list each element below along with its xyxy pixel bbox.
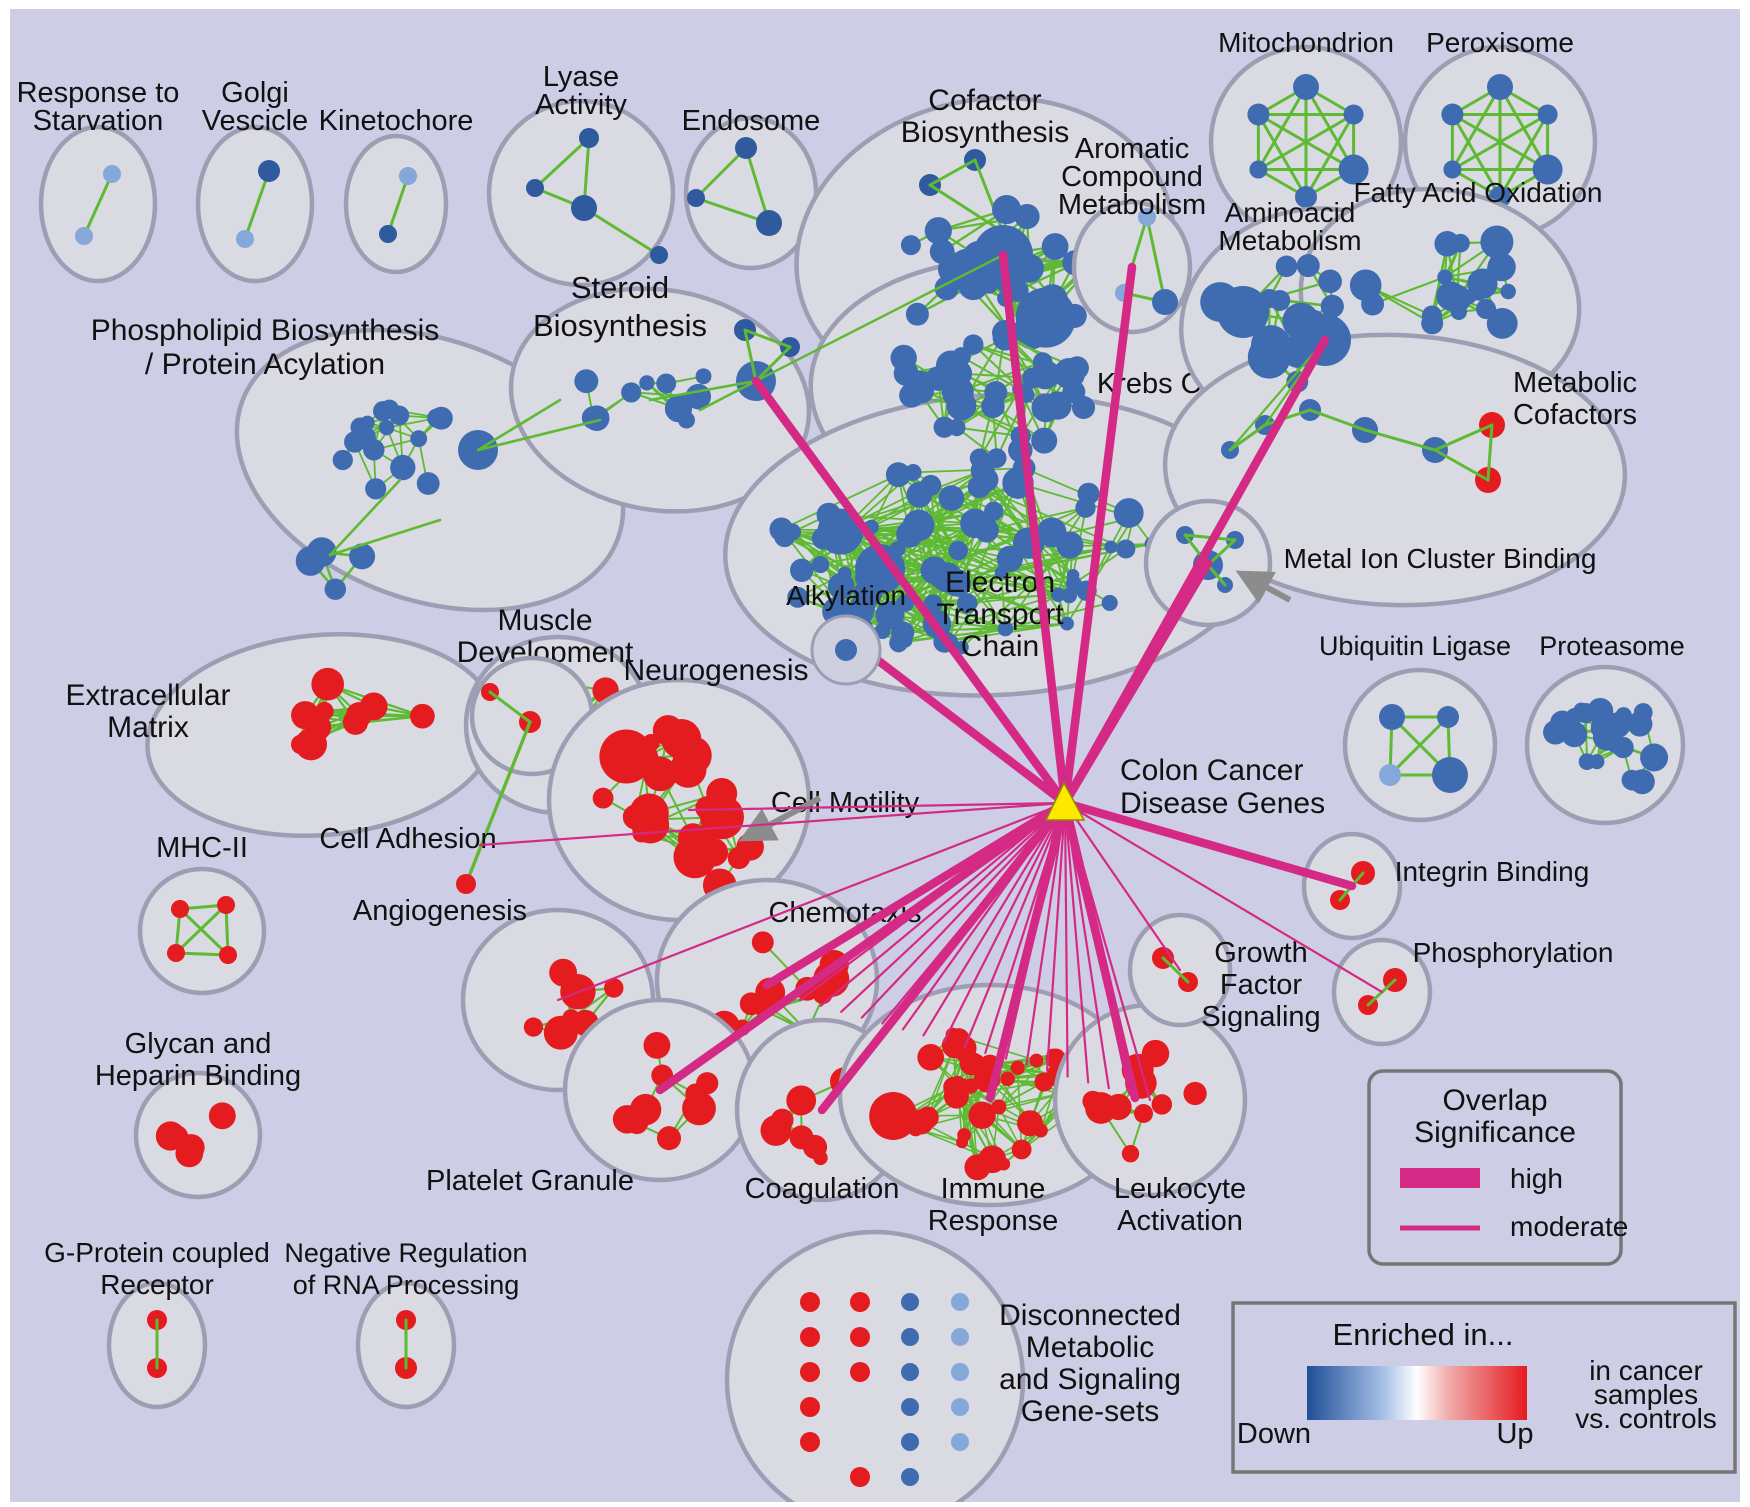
svg-text:Significance: Significance — [1414, 1116, 1576, 1149]
svg-text:Down: Down — [1237, 1418, 1311, 1450]
svg-text:Growth: Growth — [1214, 937, 1307, 969]
svg-text:Peroxisome: Peroxisome — [1426, 27, 1574, 58]
svg-text:Aminoacid: Aminoacid — [1225, 197, 1356, 228]
svg-text:Integrin Binding: Integrin Binding — [1395, 856, 1590, 887]
svg-text:Response: Response — [928, 1205, 1059, 1237]
svg-text:Enriched in...: Enriched in... — [1333, 1317, 1514, 1352]
svg-text:Glycan and: Glycan and — [125, 1028, 272, 1060]
svg-text:Disconnected: Disconnected — [999, 1299, 1181, 1332]
svg-text:Alkylation: Alkylation — [786, 580, 906, 611]
svg-text:Phosphorylation: Phosphorylation — [1413, 937, 1614, 968]
svg-text:Colon Cancer: Colon Cancer — [1120, 754, 1303, 787]
svg-text:G-Protein coupled: G-Protein coupled — [44, 1237, 270, 1268]
svg-text:Up: Up — [1496, 1418, 1533, 1450]
svg-text:Matrix: Matrix — [107, 711, 189, 744]
svg-text:Ubiquitin Ligase: Ubiquitin Ligase — [1319, 631, 1511, 661]
svg-text:Cofactor: Cofactor — [928, 84, 1041, 117]
svg-text:Metabolism: Metabolism — [1218, 225, 1361, 256]
svg-text:Coagulation: Coagulation — [745, 1173, 900, 1205]
svg-text:Gene-sets: Gene-sets — [1021, 1395, 1159, 1428]
svg-text:Metabolic: Metabolic — [1026, 1331, 1154, 1364]
svg-text:Endosome: Endosome — [682, 105, 821, 137]
svg-text:Factor: Factor — [1220, 969, 1303, 1001]
svg-text:Phospholipid Biosynthesis: Phospholipid Biosynthesis — [91, 314, 440, 347]
svg-text:Overlap: Overlap — [1442, 1084, 1547, 1117]
svg-text:Heparin Binding: Heparin Binding — [95, 1060, 301, 1092]
svg-text:Biosynthesis: Biosynthesis — [533, 308, 707, 343]
svg-text:Negative Regulation: Negative Regulation — [284, 1238, 527, 1268]
svg-text:Starvation: Starvation — [33, 105, 164, 137]
svg-text:Activation: Activation — [1117, 1205, 1243, 1237]
svg-text:Muscle: Muscle — [497, 604, 592, 637]
svg-text:vs. controls: vs. controls — [1575, 1403, 1717, 1434]
svg-text:Mitochondrion: Mitochondrion — [1218, 27, 1394, 58]
svg-text:Neurogenesis: Neurogenesis — [623, 654, 808, 687]
svg-text:Metabolism: Metabolism — [1058, 189, 1206, 221]
svg-text:MHC-II: MHC-II — [156, 832, 248, 864]
svg-text:Activity: Activity — [535, 89, 627, 121]
svg-text:Platelet Granule: Platelet Granule — [426, 1165, 634, 1197]
svg-text:Metal Ion Cluster Binding: Metal Ion Cluster Binding — [1284, 543, 1597, 574]
svg-text:Steroid: Steroid — [571, 270, 669, 305]
svg-text:moderate: moderate — [1510, 1211, 1628, 1242]
svg-text:high: high — [1510, 1163, 1563, 1194]
svg-text:of RNA Processing: of RNA Processing — [293, 1270, 520, 1300]
svg-text:Proteasome: Proteasome — [1539, 631, 1685, 661]
svg-text:Kinetochore: Kinetochore — [319, 105, 474, 137]
svg-text:Extracellular: Extracellular — [65, 679, 230, 712]
svg-text:Leukocyte: Leukocyte — [1114, 1173, 1246, 1205]
svg-text:Signaling: Signaling — [1201, 1001, 1320, 1033]
svg-text:and Signaling: and Signaling — [999, 1363, 1181, 1396]
svg-text:Metabolic: Metabolic — [1513, 367, 1637, 399]
svg-text:Biosynthesis: Biosynthesis — [901, 116, 1069, 149]
svg-text:Cell Adhesion: Cell Adhesion — [319, 823, 496, 855]
svg-text:Chain: Chain — [961, 630, 1039, 663]
svg-text:Immune: Immune — [941, 1173, 1046, 1205]
svg-text:Disease Genes: Disease Genes — [1120, 787, 1325, 820]
svg-text:Fatty Acid Oxidation: Fatty Acid Oxidation — [1353, 177, 1602, 208]
svg-text:Angiogenesis: Angiogenesis — [353, 895, 527, 927]
svg-text:/ Protein Acylation: / Protein Acylation — [145, 348, 385, 381]
svg-text:Vescicle: Vescicle — [202, 105, 308, 137]
svg-text:Receptor: Receptor — [100, 1269, 214, 1300]
svg-text:Cofactors: Cofactors — [1513, 399, 1637, 431]
